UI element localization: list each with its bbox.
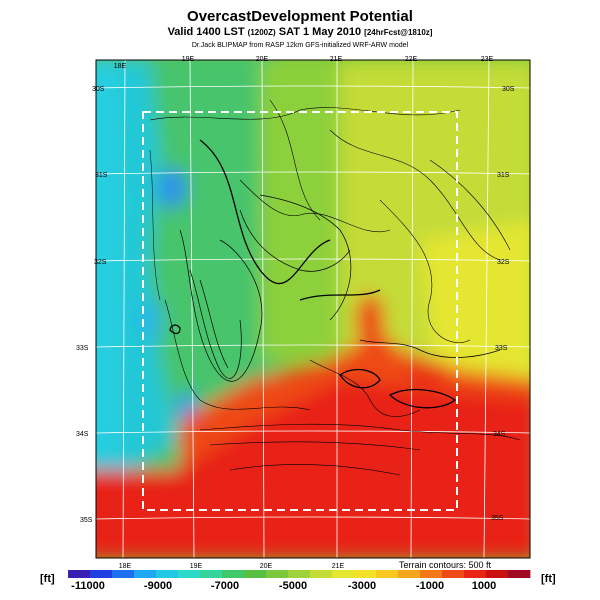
colorbar-swatch (156, 570, 179, 578)
colorbar-tick-label: -9000 (144, 580, 172, 592)
colorbar-swatch (68, 570, 91, 578)
lat-label: 33S (495, 345, 508, 352)
colorbar-swatch (90, 570, 113, 578)
lon-label: 18E (114, 63, 127, 70)
lon-label: 21E (332, 563, 345, 570)
lat-label: 32S (94, 259, 107, 266)
lat-label: 35S (80, 517, 93, 524)
colorbar-tick-label: -11000 (71, 580, 105, 592)
colorbar-swatch (112, 570, 135, 578)
lat-label: 34S (76, 431, 89, 438)
forecast-info: [24hrFcst@1810z] (364, 28, 433, 37)
colorbar-tick-label: -1000 (416, 580, 444, 592)
colorbar-tick-label: -7000 (211, 580, 239, 592)
lon-labels-top: 18E 19E 20E 21E 22E 23E (114, 56, 494, 70)
lat-label: 35S (491, 515, 504, 522)
lat-label: 33S (76, 345, 89, 352)
lon-label: 20E (260, 563, 273, 570)
colorbar-ticks: -11000 -9000 -7000 -5000 -3000 -1000 100… (71, 580, 496, 592)
valid-time-prefix: Valid 1400 LST (167, 26, 245, 38)
colorbar-swatch (178, 570, 201, 578)
lon-label: 18E (119, 563, 132, 570)
lat-label: 32S (497, 259, 510, 266)
colorbar-swatch (244, 570, 267, 578)
colorbar-swatch (200, 570, 223, 578)
colorbar-unit-left: [ft] (40, 573, 55, 585)
lon-label: 21E (330, 56, 343, 63)
lon-labels-bottom: 18E 19E 20E 21E (119, 563, 345, 570)
lat-labels-left: 30S 31S 32S 33S 34S 35S (76, 86, 108, 524)
lon-label: 23E (481, 56, 494, 63)
colorbar-swatch (134, 570, 157, 578)
colorbar-tick-label: 1000 (472, 580, 496, 592)
lon-label: 19E (182, 56, 195, 63)
colorbar-swatch (288, 570, 311, 578)
valid-time-line: Valid 1400 LST (1200Z) SAT 1 May 2010 [2… (0, 26, 600, 38)
lon-label: 19E (190, 563, 203, 570)
colorbar (68, 570, 531, 578)
map-frame (95, 59, 531, 559)
colorbar-swatch (420, 570, 443, 578)
colorbar-swatch (310, 570, 333, 578)
colorbar-swatch (266, 570, 289, 578)
valid-time-date: SAT 1 May 2010 (278, 26, 362, 38)
lat-lon-grid (96, 60, 530, 558)
colorbar-swatch (222, 570, 245, 578)
lat-label: 34S (493, 431, 506, 438)
colorbar-swatch (464, 570, 487, 578)
lat-labels-right: 30S 31S 32S 33S 34S 35S (491, 86, 515, 522)
colorbar-tick-label: -3000 (348, 580, 376, 592)
lat-label: 30S (92, 86, 105, 93)
colorbar-swatch (376, 570, 399, 578)
lat-label: 31S (95, 172, 108, 179)
colorbar-tick-label: -5000 (279, 580, 307, 592)
terrain-contour-note: Terrain contours: 500 ft (399, 560, 492, 570)
terrain-contours (149, 99, 521, 476)
lat-label: 31S (497, 172, 510, 179)
valid-time-utc: (1200Z) (247, 28, 276, 37)
lon-label: 22E (405, 56, 418, 63)
map-title: OvercastDevelopment Potential (187, 8, 413, 25)
colorbar-swatch (398, 570, 421, 578)
colorbar-swatch (354, 570, 377, 578)
lon-label: 20E (256, 56, 269, 63)
colorbar-unit-right: [ft] (541, 573, 556, 585)
overcast-field (96, 60, 530, 558)
inner-domain-boundary (142, 111, 458, 511)
colorbar-swatch (508, 570, 531, 578)
colorbar-swatch (486, 570, 509, 578)
source-line: Dr.Jack BLIPMAP from RASP 12km GFS-initi… (191, 42, 409, 49)
lat-label: 30S (502, 86, 515, 93)
colorbar-swatch (442, 570, 465, 578)
colorbar-swatch (332, 570, 355, 578)
